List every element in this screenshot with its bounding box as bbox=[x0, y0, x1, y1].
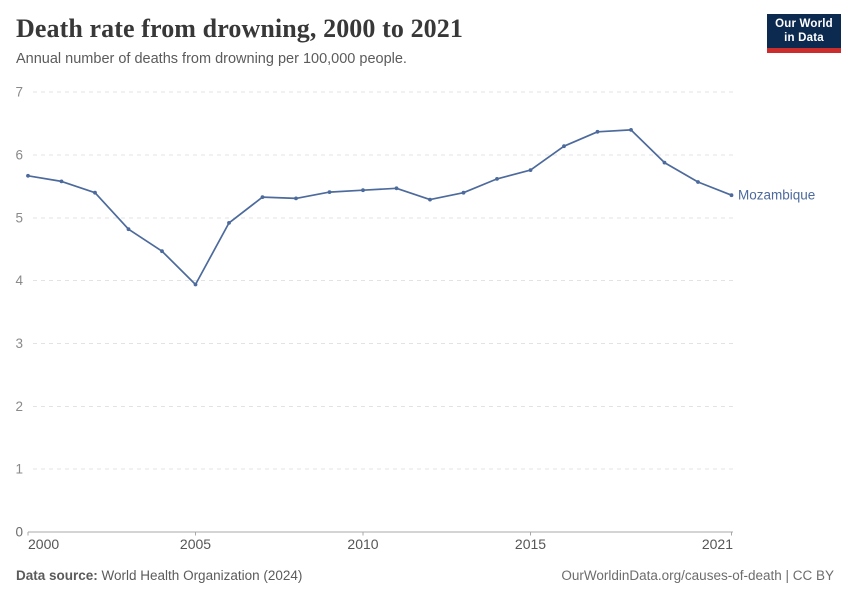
chart-title: Death rate from drowning, 2000 to 2021 bbox=[16, 14, 463, 43]
svg-text:3: 3 bbox=[15, 336, 23, 351]
svg-text:2000: 2000 bbox=[28, 536, 59, 552]
y-gridlines bbox=[33, 91, 733, 470]
owid-logo-line2: in Data bbox=[784, 31, 824, 44]
svg-text:Mozambique: Mozambique bbox=[738, 188, 815, 203]
svg-text:2021: 2021 bbox=[702, 536, 733, 552]
svg-text:2005: 2005 bbox=[180, 536, 211, 552]
data-line[interactable] bbox=[27, 129, 733, 286]
svg-text:1: 1 bbox=[15, 462, 23, 477]
svg-text:2010: 2010 bbox=[347, 536, 378, 552]
svg-text:2015: 2015 bbox=[515, 536, 546, 552]
data-source-value: World Health Organization (2024) bbox=[97, 568, 303, 583]
chart-footer: Data source: World Health Organization (… bbox=[16, 568, 834, 583]
chart-subtitle: Annual number of deaths from drowning pe… bbox=[16, 51, 407, 67]
credit-link[interactable]: OurWorldinData.org/causes-of-death | CC … bbox=[561, 568, 834, 583]
svg-text:2: 2 bbox=[15, 399, 23, 414]
svg-text:4: 4 bbox=[15, 273, 23, 288]
series-label[interactable]: Mozambique bbox=[738, 188, 815, 203]
svg-text:0: 0 bbox=[15, 525, 23, 540]
owid-logo-line1: Our World bbox=[775, 18, 833, 30]
svg-text:5: 5 bbox=[15, 210, 23, 225]
owid-logo[interactable]: Our World in Data bbox=[767, 14, 841, 53]
svg-text:6: 6 bbox=[15, 148, 23, 163]
svg-text:7: 7 bbox=[15, 85, 23, 100]
data-source: Data source: World Health Organization (… bbox=[16, 568, 302, 583]
x-axis bbox=[27, 531, 733, 536]
data-points[interactable] bbox=[26, 127, 734, 287]
y-tick-labels: 0 1 2 3 4 5 6 7 bbox=[15, 85, 23, 540]
x-tick-labels: 2000 2005 2010 2015 2021 bbox=[28, 536, 733, 552]
data-source-label: Data source: bbox=[16, 568, 98, 583]
